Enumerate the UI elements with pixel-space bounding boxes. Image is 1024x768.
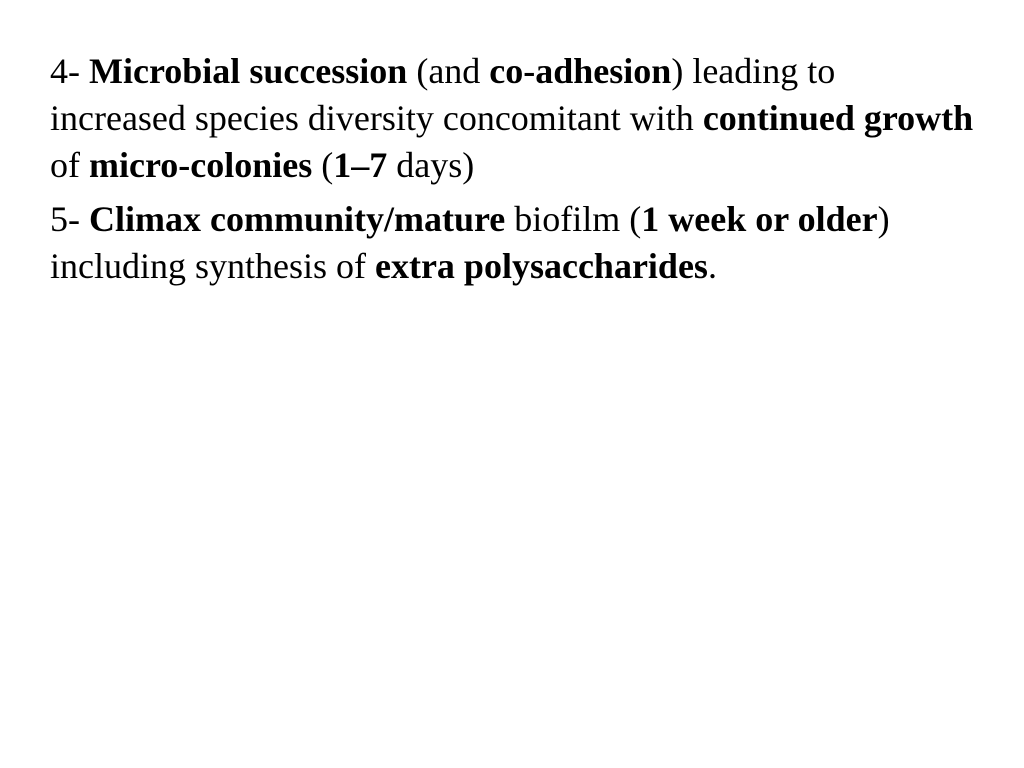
bold-text: 1–7 [333, 145, 387, 185]
item-number: 4- [50, 51, 89, 91]
list-item-5: 5- Climax community/mature biofilm (1 we… [50, 196, 974, 290]
plain-text: biofilm ( [505, 199, 641, 239]
item-number: 5- [50, 199, 89, 239]
slide-content: 4- Microbial succession (and co-adhesion… [50, 48, 974, 290]
list-item-4: 4- Microbial succession (and co-adhesion… [50, 48, 974, 188]
plain-text: ( [312, 145, 333, 185]
bold-text: 1 week or older [641, 199, 877, 239]
plain-text: of [50, 145, 89, 185]
bold-text: Climax community/mature [89, 199, 505, 239]
plain-text: (and [407, 51, 489, 91]
bold-text: extra polysaccharides [375, 246, 708, 286]
plain-text: days) [387, 145, 474, 185]
plain-text: . [708, 246, 717, 286]
bold-text: continued growth [703, 98, 973, 138]
bold-text: Microbial succession [89, 51, 407, 91]
bold-text: co-adhesion [489, 51, 671, 91]
bold-text: micro-colonies [89, 145, 312, 185]
